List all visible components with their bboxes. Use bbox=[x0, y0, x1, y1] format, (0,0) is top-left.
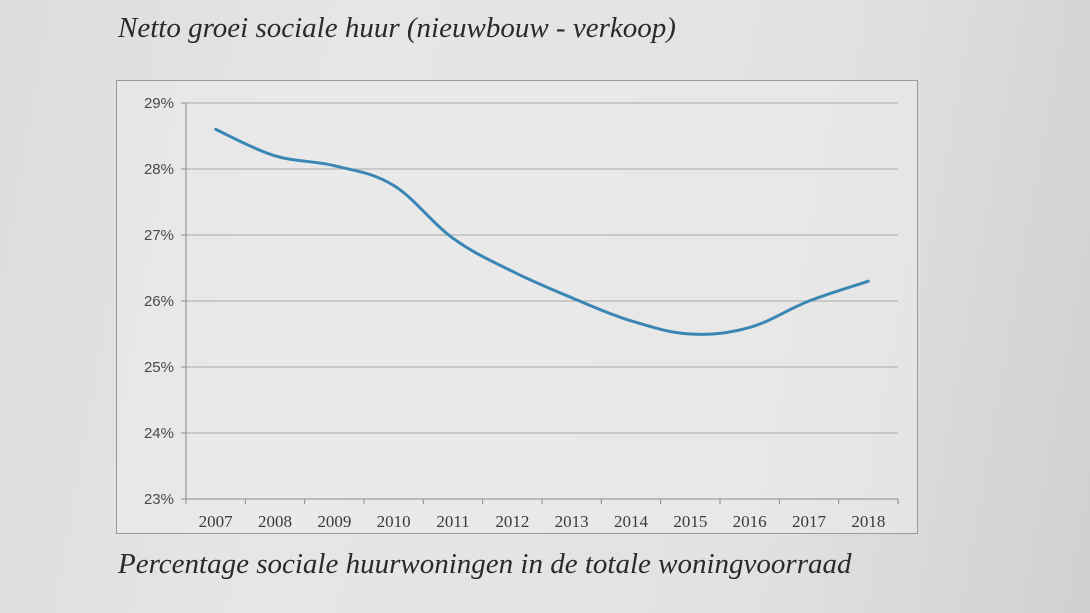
x-tick-label-2016: 2016 bbox=[733, 512, 767, 531]
chart-title: Netto groei sociale huur (nieuwbouw - ve… bbox=[118, 12, 676, 44]
x-tick-label-2009: 2009 bbox=[317, 512, 351, 531]
x-tick-label-2013: 2013 bbox=[555, 512, 589, 531]
y-tick-label: 24% bbox=[144, 425, 174, 442]
y-tick-label: 27% bbox=[144, 227, 174, 244]
series-line bbox=[214, 127, 870, 336]
x-tick-label-2010: 2010 bbox=[377, 512, 411, 531]
x-tick-label-2008: 2008 bbox=[258, 512, 292, 531]
x-tick-label-2018: 2018 bbox=[851, 512, 885, 531]
x-tick-label-2015: 2015 bbox=[673, 512, 707, 531]
chart-caption: Percentage sociale huurwoningen in de to… bbox=[118, 548, 852, 580]
x-tick-label-2014: 2014 bbox=[614, 512, 649, 531]
x-tick-label-2007: 2007 bbox=[199, 512, 234, 531]
y-tick-label: 28% bbox=[144, 161, 174, 178]
y-tick-label: 23% bbox=[144, 491, 174, 508]
x-tick-label-2011: 2011 bbox=[436, 512, 469, 531]
y-tick-label: 29% bbox=[144, 95, 174, 112]
x-tick-label-2012: 2012 bbox=[495, 512, 529, 531]
chart-frame bbox=[116, 80, 918, 534]
y-tick-label: 26% bbox=[144, 293, 174, 310]
x-tick-label-2017: 2017 bbox=[792, 512, 827, 531]
y-tick-label: 25% bbox=[144, 359, 174, 376]
